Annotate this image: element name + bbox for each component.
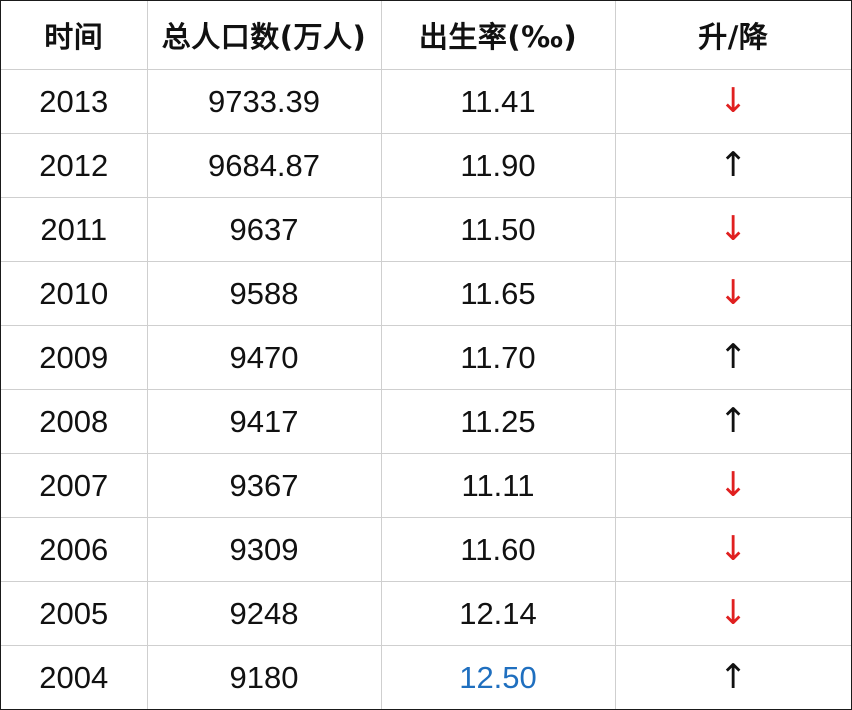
cell-trend: ↓ bbox=[614, 197, 851, 262]
table-row: 2004 9180 12.50 ↑ bbox=[1, 645, 851, 709]
arrow-up-icon: ↑ bbox=[719, 400, 748, 441]
cell-population: 9180 bbox=[146, 645, 382, 709]
cell-birth-rate: 11.70 bbox=[380, 325, 616, 390]
table-row: 2011 9637 11.50 ↓ bbox=[1, 197, 851, 262]
cell-population: 9248 bbox=[146, 581, 382, 646]
arrow-down-icon: ↓ bbox=[719, 592, 748, 633]
table-row: 2009 9470 11.70 ↑ bbox=[1, 325, 851, 390]
arrow-up-icon: ↑ bbox=[719, 336, 748, 377]
birth-rate-value: 11.11 bbox=[461, 467, 535, 503]
cell-population: 9588 bbox=[146, 261, 382, 326]
cell-year: 2011 bbox=[1, 197, 148, 262]
cell-trend: ↓ bbox=[614, 581, 851, 646]
cell-birth-rate: 12.50 bbox=[380, 645, 616, 709]
table-body: 2013 9733.39 11.41 ↓ 2012 9684.87 11.90 ↑ 2011 96… bbox=[1, 69, 851, 709]
cell-population: 9417 bbox=[146, 389, 382, 454]
cell-population: 9309 bbox=[146, 517, 382, 582]
cell-population: 9733.39 bbox=[146, 69, 382, 134]
cell-population: 9470 bbox=[146, 325, 382, 390]
cell-birth-rate: 11.65 bbox=[380, 261, 616, 326]
cell-population: 9367 bbox=[146, 453, 382, 518]
arrow-up-icon: ↑ bbox=[719, 656, 748, 697]
cell-trend: ↑ bbox=[614, 645, 851, 709]
birth-rate-value: 11.25 bbox=[460, 403, 536, 439]
arrow-down-icon: ↓ bbox=[719, 272, 748, 313]
cell-birth-rate: 11.60 bbox=[380, 517, 616, 582]
cell-year: 2009 bbox=[1, 325, 148, 390]
cell-year: 2012 bbox=[1, 133, 148, 198]
cell-trend: ↑ bbox=[614, 389, 851, 454]
table-row: 2005 9248 12.14 ↓ bbox=[1, 581, 851, 646]
header-birth-rate: 出生率(‰) bbox=[380, 1, 616, 70]
cell-trend: ↓ bbox=[614, 261, 851, 326]
cell-year: 2013 bbox=[1, 69, 148, 134]
header-population: 总人口数(万人) bbox=[146, 1, 382, 70]
cell-trend: ↑ bbox=[614, 325, 851, 390]
cell-year: 2008 bbox=[1, 389, 148, 454]
table-row: 2006 9309 11.60 ↓ bbox=[1, 517, 851, 582]
cell-birth-rate: 11.90 bbox=[380, 133, 616, 198]
cell-year: 2010 bbox=[1, 261, 148, 326]
birth-rate-value: 12.14 bbox=[459, 595, 537, 631]
birth-rate-value: 11.90 bbox=[460, 147, 536, 183]
table-row: 2013 9733.39 11.41 ↓ bbox=[1, 69, 851, 134]
arrow-up-icon: ↑ bbox=[719, 144, 748, 185]
birth-rate-value: 11.70 bbox=[460, 339, 536, 375]
cell-year: 2004 bbox=[1, 645, 148, 709]
header-year: 时间 bbox=[1, 1, 148, 70]
cell-trend: ↓ bbox=[614, 69, 851, 134]
birth-rate-value: 11.60 bbox=[460, 531, 536, 567]
birth-rate-value: 11.65 bbox=[460, 275, 536, 311]
birth-rate-value: 12.50 bbox=[459, 659, 537, 695]
cell-trend: ↓ bbox=[614, 517, 851, 582]
cell-year: 2006 bbox=[1, 517, 148, 582]
cell-population: 9684.87 bbox=[146, 133, 382, 198]
birth-rate-value: 11.50 bbox=[460, 211, 536, 247]
cell-population: 9637 bbox=[146, 197, 382, 262]
cell-birth-rate: 12.14 bbox=[380, 581, 616, 646]
cell-trend: ↓ bbox=[614, 453, 851, 518]
cell-year: 2005 bbox=[1, 581, 148, 646]
arrow-down-icon: ↓ bbox=[719, 208, 748, 249]
cell-birth-rate: 11.11 bbox=[380, 453, 616, 518]
cell-birth-rate: 11.50 bbox=[380, 197, 616, 262]
table-row: 2010 9588 11.65 ↓ bbox=[1, 261, 851, 326]
cell-year: 2007 bbox=[1, 453, 148, 518]
birth-rate-value: 11.41 bbox=[460, 83, 536, 119]
header-row: 时间 总人口数(万人) 出生率(‰) 升/降 bbox=[1, 1, 851, 70]
header-trend: 升/降 bbox=[614, 1, 851, 70]
cell-birth-rate: 11.25 bbox=[380, 389, 616, 454]
cell-trend: ↑ bbox=[614, 133, 851, 198]
table-row: 2007 9367 11.11 ↓ bbox=[1, 453, 851, 518]
arrow-down-icon: ↓ bbox=[719, 528, 748, 569]
arrow-down-icon: ↓ bbox=[719, 80, 748, 121]
table-row: 2008 9417 11.25 ↑ bbox=[1, 389, 851, 454]
table-row: 2012 9684.87 11.90 ↑ bbox=[1, 133, 851, 198]
arrow-down-icon: ↓ bbox=[719, 464, 748, 505]
cell-birth-rate: 11.41 bbox=[380, 69, 616, 134]
